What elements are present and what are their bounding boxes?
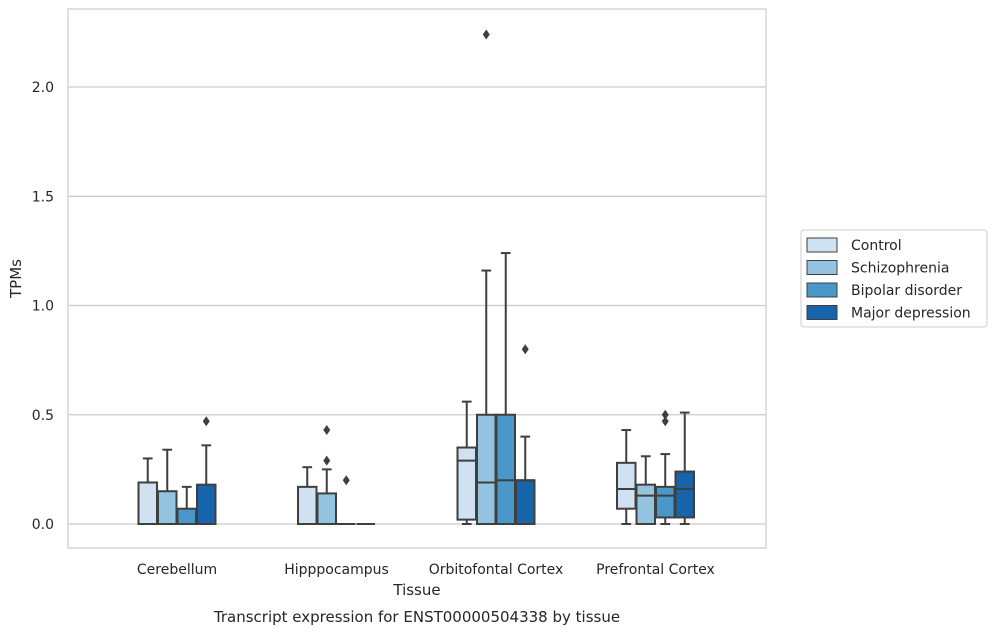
x-tick-label: Prefrontal Cortex xyxy=(596,562,715,578)
box-marks xyxy=(137,29,695,526)
plot-area xyxy=(68,9,766,548)
x-tick-label: Hipppocampus xyxy=(284,562,389,578)
legend-swatch xyxy=(806,282,838,298)
legend-frame xyxy=(800,229,988,328)
box xyxy=(157,490,178,526)
y-axis-label: TPMs xyxy=(7,259,25,299)
x-tick-labels: Cerebellum Hipppocampus Orbitofontal Corte… xyxy=(137,562,715,578)
legend-swatch xyxy=(806,305,838,320)
box xyxy=(674,470,695,519)
legend-swatch xyxy=(806,260,838,275)
y-tick-label: 1.5 xyxy=(32,189,54,205)
legend-label: Bipolar disorder xyxy=(851,283,962,299)
box xyxy=(495,413,516,525)
legend-label: Control xyxy=(851,238,902,254)
box-0-1 xyxy=(157,448,178,526)
outlier-point xyxy=(661,416,669,427)
outlier-point xyxy=(323,455,331,466)
box xyxy=(616,461,637,510)
box-0-0 xyxy=(137,457,158,525)
legend: Control Schizophrenia Bipolar disorder Majo… xyxy=(800,229,988,328)
box-0-3 xyxy=(196,416,217,526)
box-3-1 xyxy=(635,455,656,526)
y-tick-label: 2.0 xyxy=(32,80,54,96)
box-3-2 xyxy=(655,409,676,525)
box xyxy=(476,413,497,525)
box-0-2 xyxy=(176,485,197,525)
box xyxy=(297,485,318,526)
outlier-point xyxy=(482,29,490,40)
box-3-3 xyxy=(674,411,695,525)
box-1-2 xyxy=(337,475,356,525)
box xyxy=(176,507,197,525)
chart-caption: Transcript expression for ENST0000050433… xyxy=(213,608,620,626)
x-tick-label: Orbitofontal Cortex xyxy=(429,562,564,578)
outlier-point xyxy=(202,416,210,427)
box xyxy=(137,481,158,525)
x-axis-label: Tissue xyxy=(392,581,440,599)
legend-label: Major depression xyxy=(851,306,971,322)
outlier-point xyxy=(323,425,331,436)
plot-frame xyxy=(67,8,767,549)
y-tick-label: 1.0 xyxy=(32,299,54,315)
x-tick-label: Cerebellum xyxy=(137,562,217,578)
box-2-3 xyxy=(515,344,536,525)
box xyxy=(635,483,656,526)
outlier-point xyxy=(521,344,529,355)
y-tick-label: 0.0 xyxy=(32,517,54,533)
box xyxy=(196,483,217,526)
box xyxy=(515,479,536,525)
y-tick-label: 0.5 xyxy=(32,408,54,424)
y-tick-labels: 0.0 0.5 1.0 1.5 2.0 xyxy=(32,80,54,533)
box xyxy=(316,492,337,526)
legend-swatch xyxy=(806,237,838,253)
legend-label: Schizophrenia xyxy=(851,261,949,277)
outlier-point xyxy=(661,409,669,420)
outlier-point xyxy=(342,475,350,486)
box-2-2 xyxy=(495,252,516,525)
box-1-1 xyxy=(316,425,337,526)
box xyxy=(456,446,477,521)
box xyxy=(655,485,676,519)
